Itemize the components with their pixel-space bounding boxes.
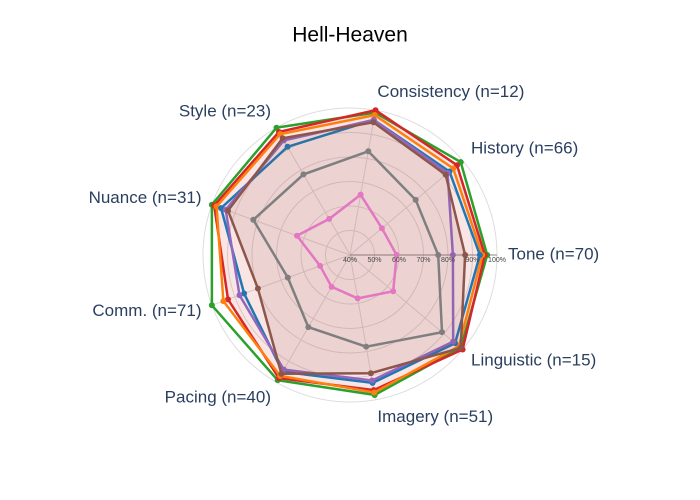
- category-label: Pacing (n=40): [165, 387, 271, 406]
- series-point: [354, 295, 361, 302]
- series-point: [284, 274, 291, 281]
- series-point: [284, 143, 291, 150]
- series-point: [457, 344, 464, 351]
- series-point: [449, 252, 456, 258]
- spoke: [276, 254, 351, 383]
- series-point: [435, 252, 442, 258]
- series-point: [412, 196, 419, 203]
- category-label: Comm. (n=71): [92, 301, 201, 320]
- series-point: [357, 191, 364, 198]
- series-line: [295, 192, 398, 300]
- series-point: [370, 119, 377, 126]
- series-point: [224, 207, 231, 214]
- series-point: [363, 343, 370, 350]
- series-point: [218, 205, 225, 212]
- series-point: [367, 370, 374, 377]
- series-point: [326, 215, 333, 222]
- series-point: [450, 338, 457, 345]
- series-point: [462, 252, 469, 258]
- series-point: [224, 296, 231, 303]
- radial-tick-label: 90%: [465, 257, 479, 264]
- series-point: [294, 232, 301, 239]
- series-point: [241, 290, 248, 297]
- series-point: [305, 324, 312, 331]
- spoke: [211, 254, 351, 306]
- series-point: [220, 298, 227, 305]
- radial-tick-label: 60%: [392, 257, 406, 264]
- series-point: [371, 112, 378, 119]
- series-point: [371, 389, 378, 396]
- category-label: Style (n=23): [179, 102, 271, 121]
- category-label: History (n=66): [471, 138, 578, 157]
- series-point: [254, 285, 261, 292]
- series-point: [476, 252, 483, 258]
- series-point: [278, 370, 285, 377]
- category-label: Linguistic (n=15): [471, 351, 596, 370]
- radial-tick-label: 50%: [367, 257, 381, 264]
- series-point: [317, 262, 324, 269]
- radial-tick-label: 80%: [441, 257, 455, 264]
- series-point: [438, 329, 445, 336]
- series-line: [251, 149, 444, 348]
- series-point: [372, 107, 379, 114]
- chart-title: Hell-Heaven: [292, 24, 408, 47]
- series-point: [300, 171, 307, 178]
- series-point: [393, 252, 400, 258]
- series-point: [250, 216, 257, 223]
- radial-tick-label: 100%: [488, 257, 506, 264]
- series-point: [213, 203, 220, 210]
- series-point: [442, 171, 449, 178]
- category-label: Imagery (n=51): [377, 407, 493, 426]
- series-point: [279, 135, 286, 142]
- category-label: Nuance (n=31): [89, 188, 202, 207]
- spoke: [211, 204, 351, 256]
- series-point: [208, 302, 215, 309]
- category-label: Tone (n=70): [508, 244, 599, 263]
- series-point: [369, 377, 376, 384]
- series-line: [215, 113, 484, 394]
- spoke: [349, 110, 377, 256]
- series-line: [226, 120, 467, 376]
- series-point: [390, 288, 397, 295]
- series-point: [328, 283, 335, 290]
- category-label: Consistency (n=12): [377, 82, 524, 101]
- radial-tick-label: 40%: [343, 257, 357, 264]
- series-point: [236, 292, 243, 299]
- series-point: [365, 148, 372, 155]
- radial-tick-label: 70%: [416, 257, 430, 264]
- series-point: [378, 225, 385, 232]
